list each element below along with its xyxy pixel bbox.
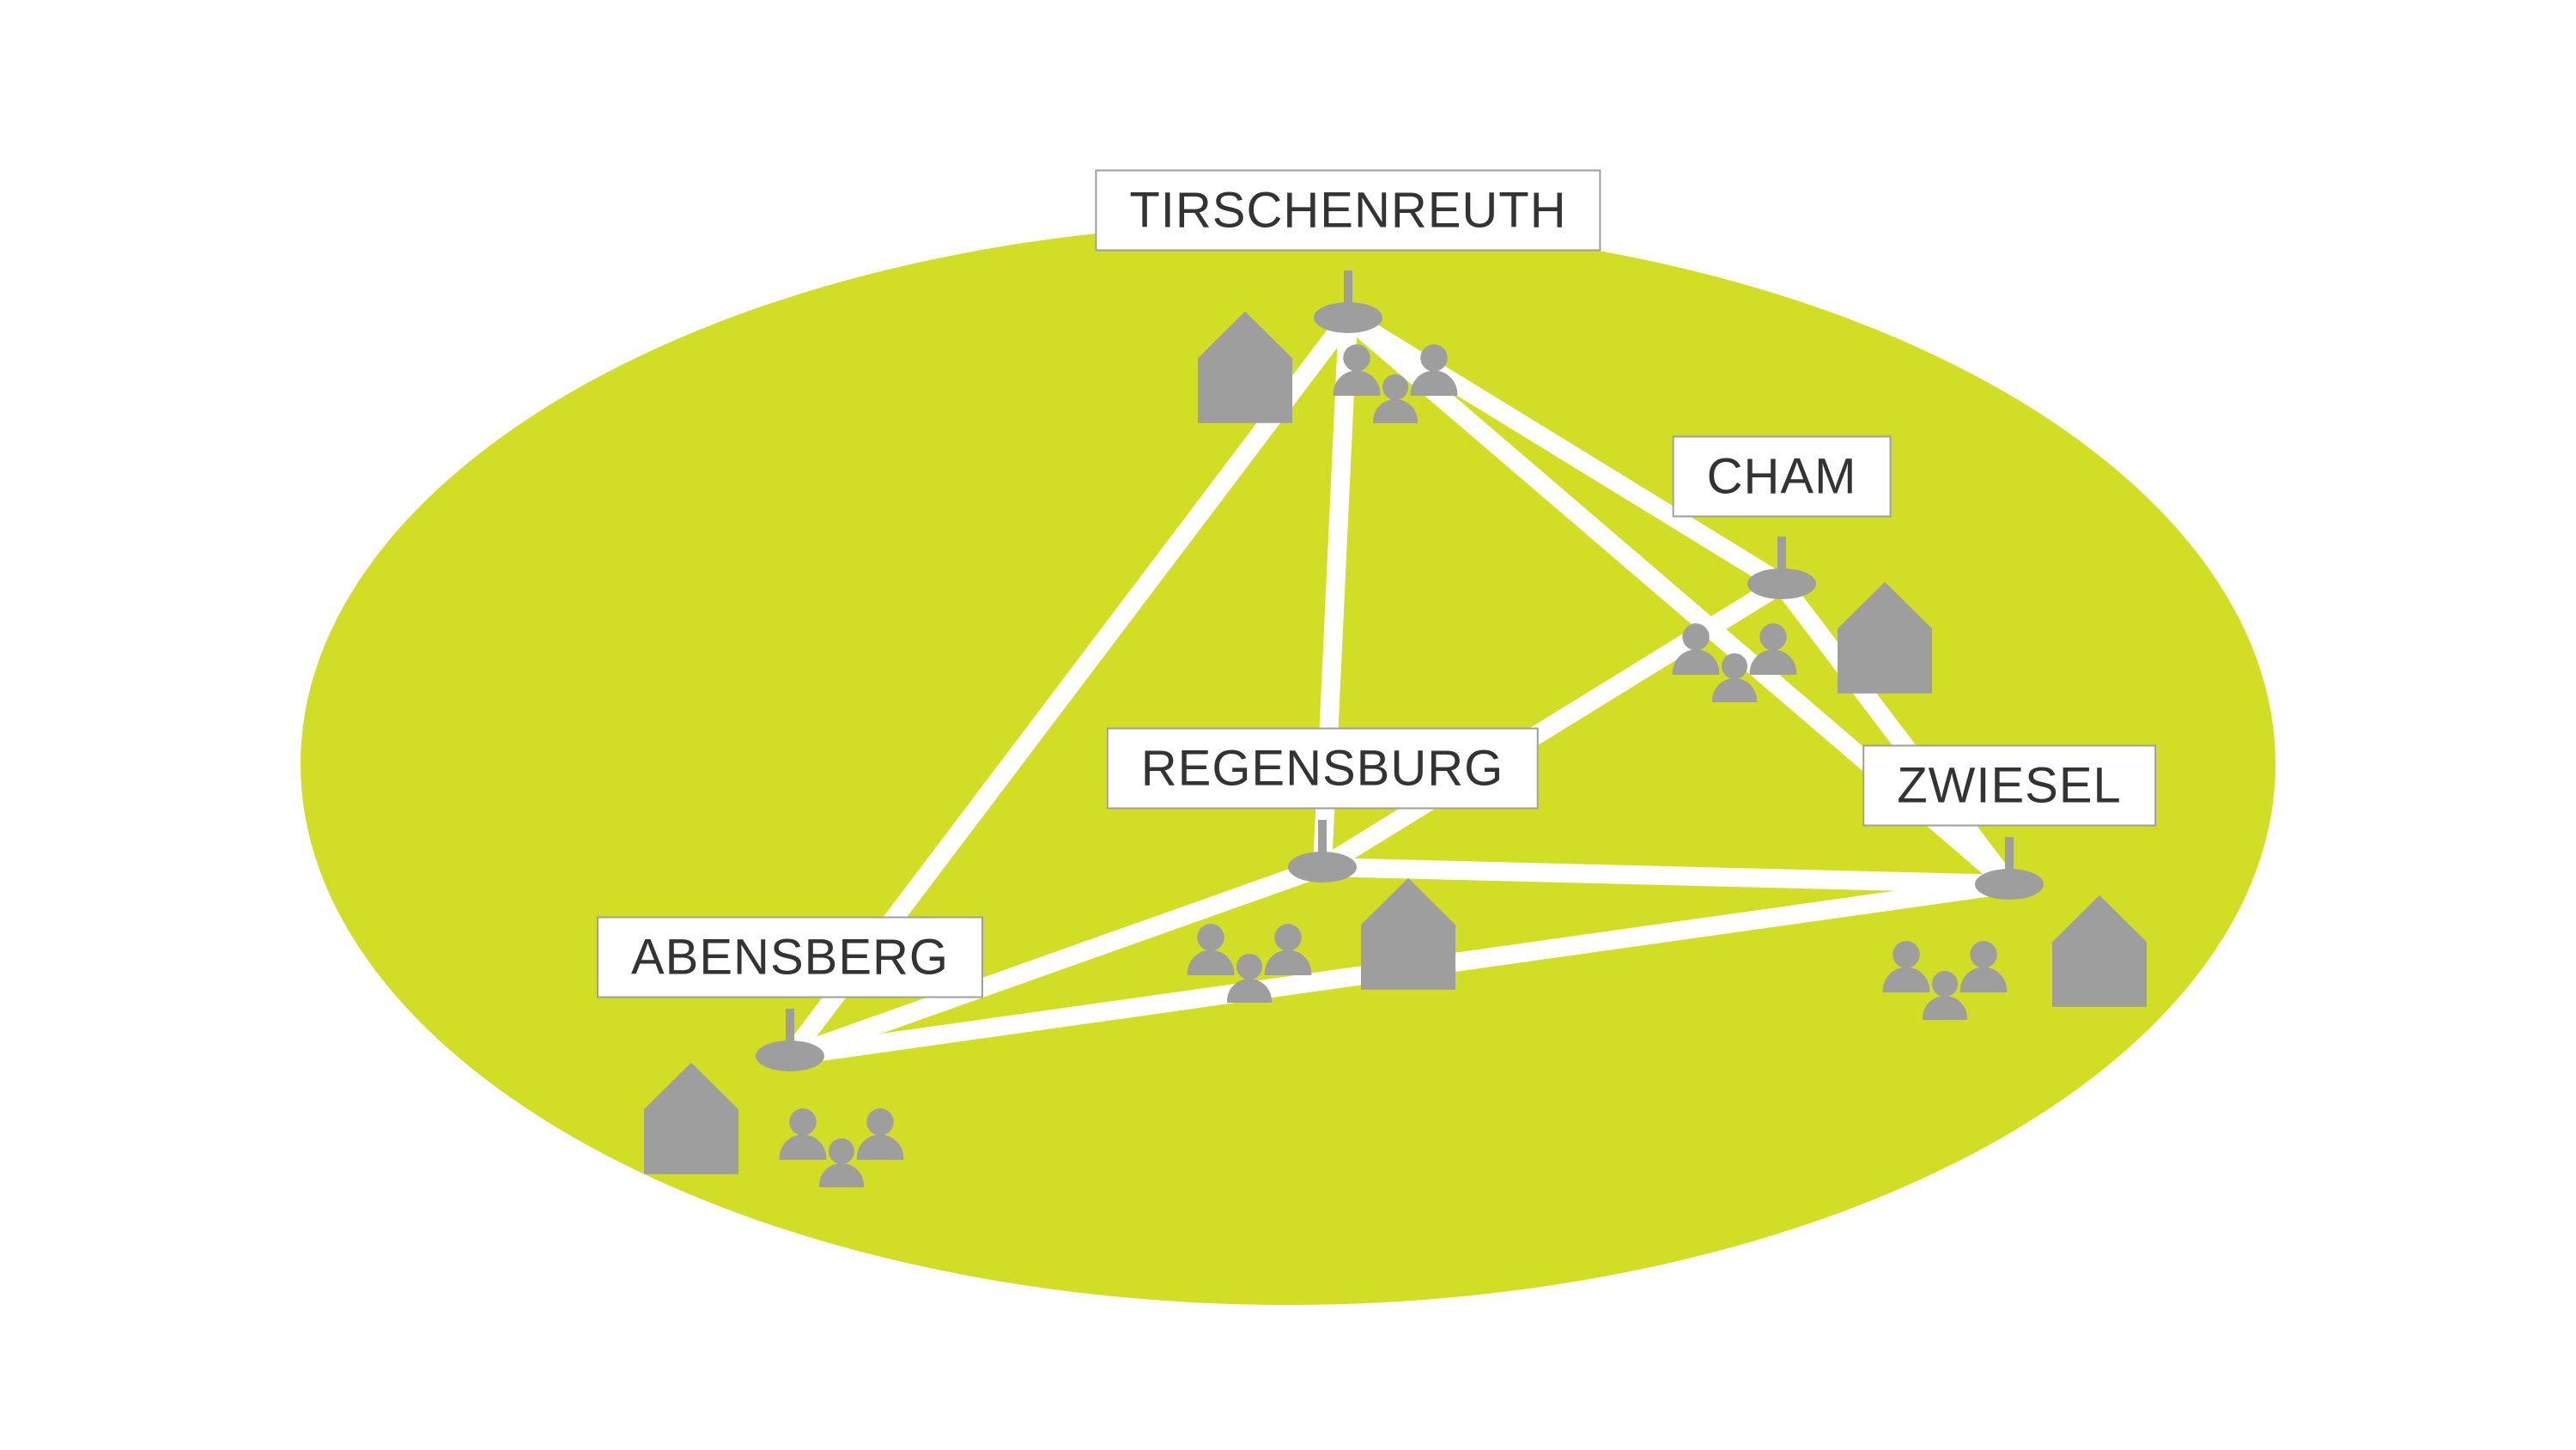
- node-marker-regensburg: [1288, 852, 1357, 883]
- node-marker-cham: [1747, 568, 1816, 599]
- node-marker-abensberg: [756, 1040, 824, 1071]
- node-label-abensberg: ABENSBERG: [597, 917, 983, 998]
- node-label-tirschenreuth: TIRSCHENREUTH: [1095, 170, 1601, 252]
- node-label-cham: CHAM: [1673, 436, 1892, 518]
- node-label-zwiesel: ZWIESEL: [1862, 745, 2156, 827]
- node-marker-zwiesel: [1975, 869, 2044, 900]
- node-label-regensburg: REGENSBURG: [1107, 728, 1539, 810]
- node-marker-tirschenreuth: [1314, 302, 1382, 333]
- diagram-stage: TIRSCHENREUTH CHAM REGENSBURG ZWIESEL ABENSB…: [0, 0, 2576, 1450]
